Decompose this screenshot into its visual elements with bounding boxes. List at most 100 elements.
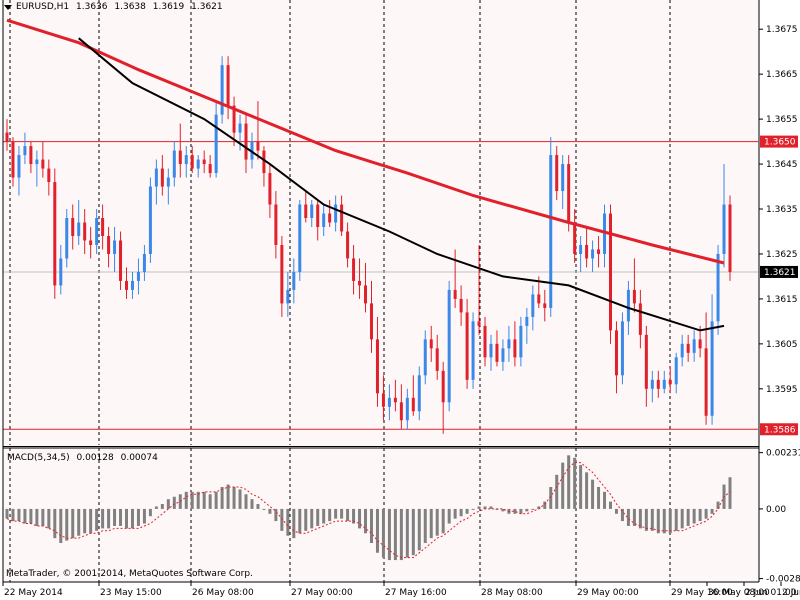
price-tick-label: 1.3625 <box>766 250 798 260</box>
symbol-menu-icon[interactable] <box>4 5 12 10</box>
macd-bar <box>172 496 176 509</box>
candle-body <box>471 321 475 380</box>
macd-bar <box>417 508 421 551</box>
candle-body <box>53 182 57 286</box>
candle-body <box>154 168 158 187</box>
candle-body <box>160 168 164 187</box>
candle-body <box>501 348 505 362</box>
candle-body <box>525 316 529 326</box>
candle-body <box>722 204 726 254</box>
price-pane-background <box>3 0 759 446</box>
candle-body <box>166 177 170 187</box>
price-tick-label: 1.3595 <box>766 385 798 395</box>
macd-bar <box>704 508 708 519</box>
candle-body <box>29 146 33 165</box>
candle-body <box>208 164 212 174</box>
candle-body <box>650 379 654 389</box>
candle-body <box>268 173 272 205</box>
high-value: 1.3638 <box>114 2 146 12</box>
macd-bar <box>513 508 517 514</box>
candle-body <box>142 253 146 272</box>
macd-bar <box>459 508 463 517</box>
candle-body <box>286 289 290 304</box>
macd-bar <box>543 501 547 509</box>
candle-body <box>178 150 182 165</box>
candle-body <box>662 379 666 389</box>
candle-body <box>119 240 123 281</box>
macd-bar <box>148 508 152 517</box>
macd-bar <box>668 508 672 534</box>
candle-body <box>579 244 583 254</box>
macd-bar <box>101 508 105 529</box>
macd-bar <box>537 506 541 509</box>
candle-body <box>728 204 732 272</box>
macd-histogram <box>5 455 732 561</box>
macd-tick-label: -0.00286 <box>766 575 800 585</box>
current-price-badge <box>760 265 798 278</box>
macd-bar <box>232 486 236 509</box>
macd-bar <box>262 508 266 510</box>
macd-bar <box>340 508 344 519</box>
macd-bar <box>65 508 69 541</box>
macd-bar <box>208 494 212 509</box>
price-tick-label: 1.3665 <box>766 70 798 80</box>
macd-bar <box>113 508 117 526</box>
macd-bar <box>429 508 433 539</box>
macd-bar <box>244 494 248 509</box>
macd-bar <box>29 508 33 524</box>
candle-body <box>429 339 433 349</box>
candle-body <box>507 339 511 349</box>
candle-body <box>459 298 463 313</box>
macd-bar <box>585 472 589 509</box>
symbol-label: EURUSD,H1 <box>16 2 70 12</box>
macd-bar <box>41 508 45 526</box>
macd-bar <box>154 506 158 509</box>
time-tick-label: 23 May 15:00 <box>100 588 162 598</box>
candle-body <box>95 218 99 245</box>
candle-body <box>101 218 105 236</box>
macd-bar <box>130 508 134 529</box>
macd-bar <box>274 508 278 522</box>
candle-body <box>531 294 535 317</box>
macd-bar <box>393 508 397 561</box>
macd-bar <box>226 484 230 509</box>
macd-bar <box>316 508 320 526</box>
macd-bar <box>549 486 553 509</box>
macd-bar <box>555 474 559 509</box>
candle-body <box>591 249 595 259</box>
macd-bar <box>125 508 129 529</box>
candle-body <box>465 312 469 380</box>
price-tick-label: 1.3605 <box>766 340 798 350</box>
macd-bar <box>358 508 362 529</box>
macd-bar <box>477 506 481 509</box>
candle-body <box>435 348 439 371</box>
macd-bar <box>35 508 39 526</box>
macd-bar <box>656 508 660 534</box>
level-price-badge-label: 1.3650 <box>764 138 796 148</box>
candle-body <box>322 213 326 227</box>
candle-body <box>597 249 601 254</box>
candle-body <box>417 375 421 412</box>
macd-bar <box>405 508 409 558</box>
macd-bar <box>692 508 696 524</box>
macd-bar <box>298 508 302 534</box>
macd-bar <box>268 508 272 514</box>
macd-bar <box>399 508 403 561</box>
candle-body <box>387 397 391 407</box>
candle-body <box>686 343 690 353</box>
macd-bar <box>47 508 51 529</box>
candle-body <box>244 123 248 160</box>
candle-body <box>513 339 517 358</box>
macd-bar <box>525 508 529 512</box>
candle-body <box>603 213 607 254</box>
candle-body <box>674 357 678 385</box>
candle-body <box>555 155 559 192</box>
macd-bar <box>23 508 27 524</box>
macd-bar <box>614 508 618 514</box>
price-tick-label: 1.3645 <box>766 160 798 170</box>
candle-body <box>148 186 152 254</box>
candle-body <box>411 397 415 412</box>
macd-bar <box>71 508 75 539</box>
candle-body <box>668 379 672 385</box>
macd-bar <box>650 508 654 531</box>
